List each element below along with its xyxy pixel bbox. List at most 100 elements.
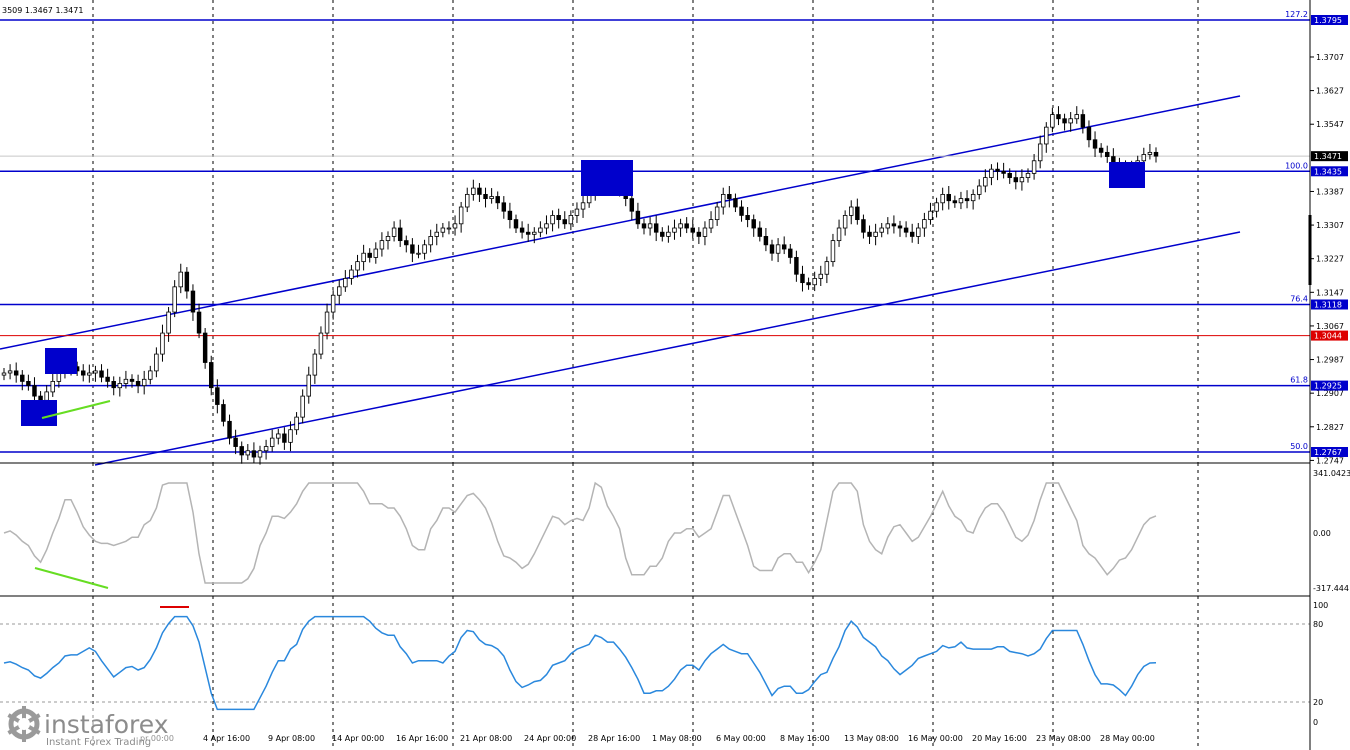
candle-body	[562, 219, 567, 225]
candle-body	[568, 215, 574, 225]
time-label: 4 Apr 16:00	[203, 734, 250, 743]
candle-body	[806, 282, 811, 286]
cci-line	[3, 481, 1157, 584]
candle-body	[38, 395, 43, 401]
time-label: 8 May 16:00	[780, 734, 830, 743]
candle-body	[245, 450, 251, 456]
candle-body	[148, 370, 153, 380]
candle-body	[111, 381, 116, 389]
candle-body	[702, 227, 708, 237]
candle-body	[818, 273, 823, 279]
horizontal-levels[interactable]: 127.2 100.0 76.4 61.8 50.0	[0, 10, 1310, 453]
candle-body	[672, 227, 677, 233]
candle-body	[166, 311, 171, 334]
candle-body	[934, 202, 939, 212]
cci-max-label: 341.0423	[1313, 469, 1350, 478]
candle-body	[977, 185, 982, 195]
candle-body	[227, 420, 232, 439]
highlight-box-4	[1109, 162, 1145, 188]
channel-lower-line[interactable]	[94, 231, 1241, 466]
candle-body	[1007, 172, 1012, 178]
candle-body	[1044, 126, 1049, 145]
candle-body	[465, 193, 470, 208]
candle-body	[489, 196, 494, 199]
candle-body	[556, 215, 561, 221]
candle-body	[446, 227, 452, 230]
candle-body	[135, 381, 141, 387]
price-tick-label: 1.3227	[1316, 255, 1344, 264]
price-tick-label: 1.3547	[1316, 120, 1344, 129]
candle-body	[739, 206, 744, 216]
candle-body	[635, 210, 641, 225]
candle-body	[123, 378, 129, 384]
candle-body	[477, 187, 482, 195]
candle-body	[404, 240, 409, 246]
candle-body	[26, 381, 31, 387]
candle-body	[458, 206, 464, 225]
main-price-panel[interactable]: 127.2 100.0 76.4 61.8 50.0 3509 1.3467 1.347…	[0, 0, 1310, 466]
candle-body	[513, 219, 519, 229]
candle-body	[666, 231, 671, 237]
candle-body	[416, 252, 421, 255]
candle-body	[946, 193, 951, 202]
candle-body	[263, 446, 269, 452]
candle-body	[641, 223, 647, 229]
candle-body	[306, 374, 311, 397]
candle-body	[428, 236, 433, 246]
candle-body	[483, 193, 488, 199]
time-label: 16 Apr 16:00	[396, 734, 448, 743]
candle-body	[849, 206, 854, 216]
candle-body	[117, 383, 123, 389]
cci-panel[interactable]: 341.0423 0.00 -317.444	[3, 463, 1350, 596]
candle-body	[434, 231, 439, 237]
level-price-tags: 1.3795 1.3435 1.3118 1.3044 1.2925 1.2767 1.34…	[1311, 15, 1348, 457]
candle-body	[343, 278, 348, 288]
candle-body	[1025, 172, 1031, 178]
candle-body	[373, 248, 379, 258]
candle-body	[129, 378, 135, 382]
candle-body	[495, 196, 500, 204]
price-tick-label: 1.2827	[1316, 423, 1344, 432]
candle-body	[452, 223, 458, 229]
candle-body	[172, 286, 177, 313]
price-tick-label: 1.2907	[1316, 389, 1344, 398]
candle-body	[251, 450, 257, 458]
candle-body	[629, 198, 635, 212]
level-price-tag	[1311, 447, 1348, 457]
candle-body	[99, 370, 104, 378]
candle-body	[891, 223, 897, 227]
time-label: 9 Apr 08:00	[268, 734, 315, 743]
candle-body	[1153, 151, 1159, 157]
candle-body	[958, 198, 964, 204]
candle-body	[7, 370, 13, 374]
candle-body	[916, 227, 921, 237]
candle-body	[1019, 177, 1025, 183]
rsi-label-20: 20	[1313, 698, 1323, 707]
candle-body	[714, 206, 720, 221]
cci-min-label: -317.444	[1313, 584, 1349, 593]
candle-body	[1105, 151, 1110, 157]
candle-body	[209, 362, 214, 389]
candle-body	[300, 395, 305, 418]
candle-body	[964, 198, 970, 202]
time-label: 14 Apr 00:00	[332, 734, 384, 743]
candle-body	[282, 433, 287, 443]
price-tick-label: 1.3147	[1316, 288, 1344, 297]
candle-body	[1037, 143, 1043, 162]
candle-body	[312, 353, 318, 376]
rsi-label-80: 80	[1313, 620, 1323, 629]
candle-body	[276, 433, 281, 439]
candle-body	[1147, 151, 1153, 155]
candle-body	[87, 372, 92, 376]
candle-body	[105, 376, 110, 382]
price-tick-label: 1.3307	[1316, 221, 1344, 230]
candle-body	[928, 210, 933, 221]
channel-upper-line[interactable]	[0, 95, 1241, 350]
level-price-tag-text: 1.2767	[1314, 448, 1342, 457]
candle-body	[696, 231, 702, 237]
price-axis[interactable]: 1.3707 1.3627 1.3547 1.3387 1.3307 1.3227 1.31…	[1310, 53, 1344, 465]
trend-channel[interactable]	[0, 95, 1241, 466]
level-price-tag-text: 1.3795	[1314, 16, 1342, 25]
